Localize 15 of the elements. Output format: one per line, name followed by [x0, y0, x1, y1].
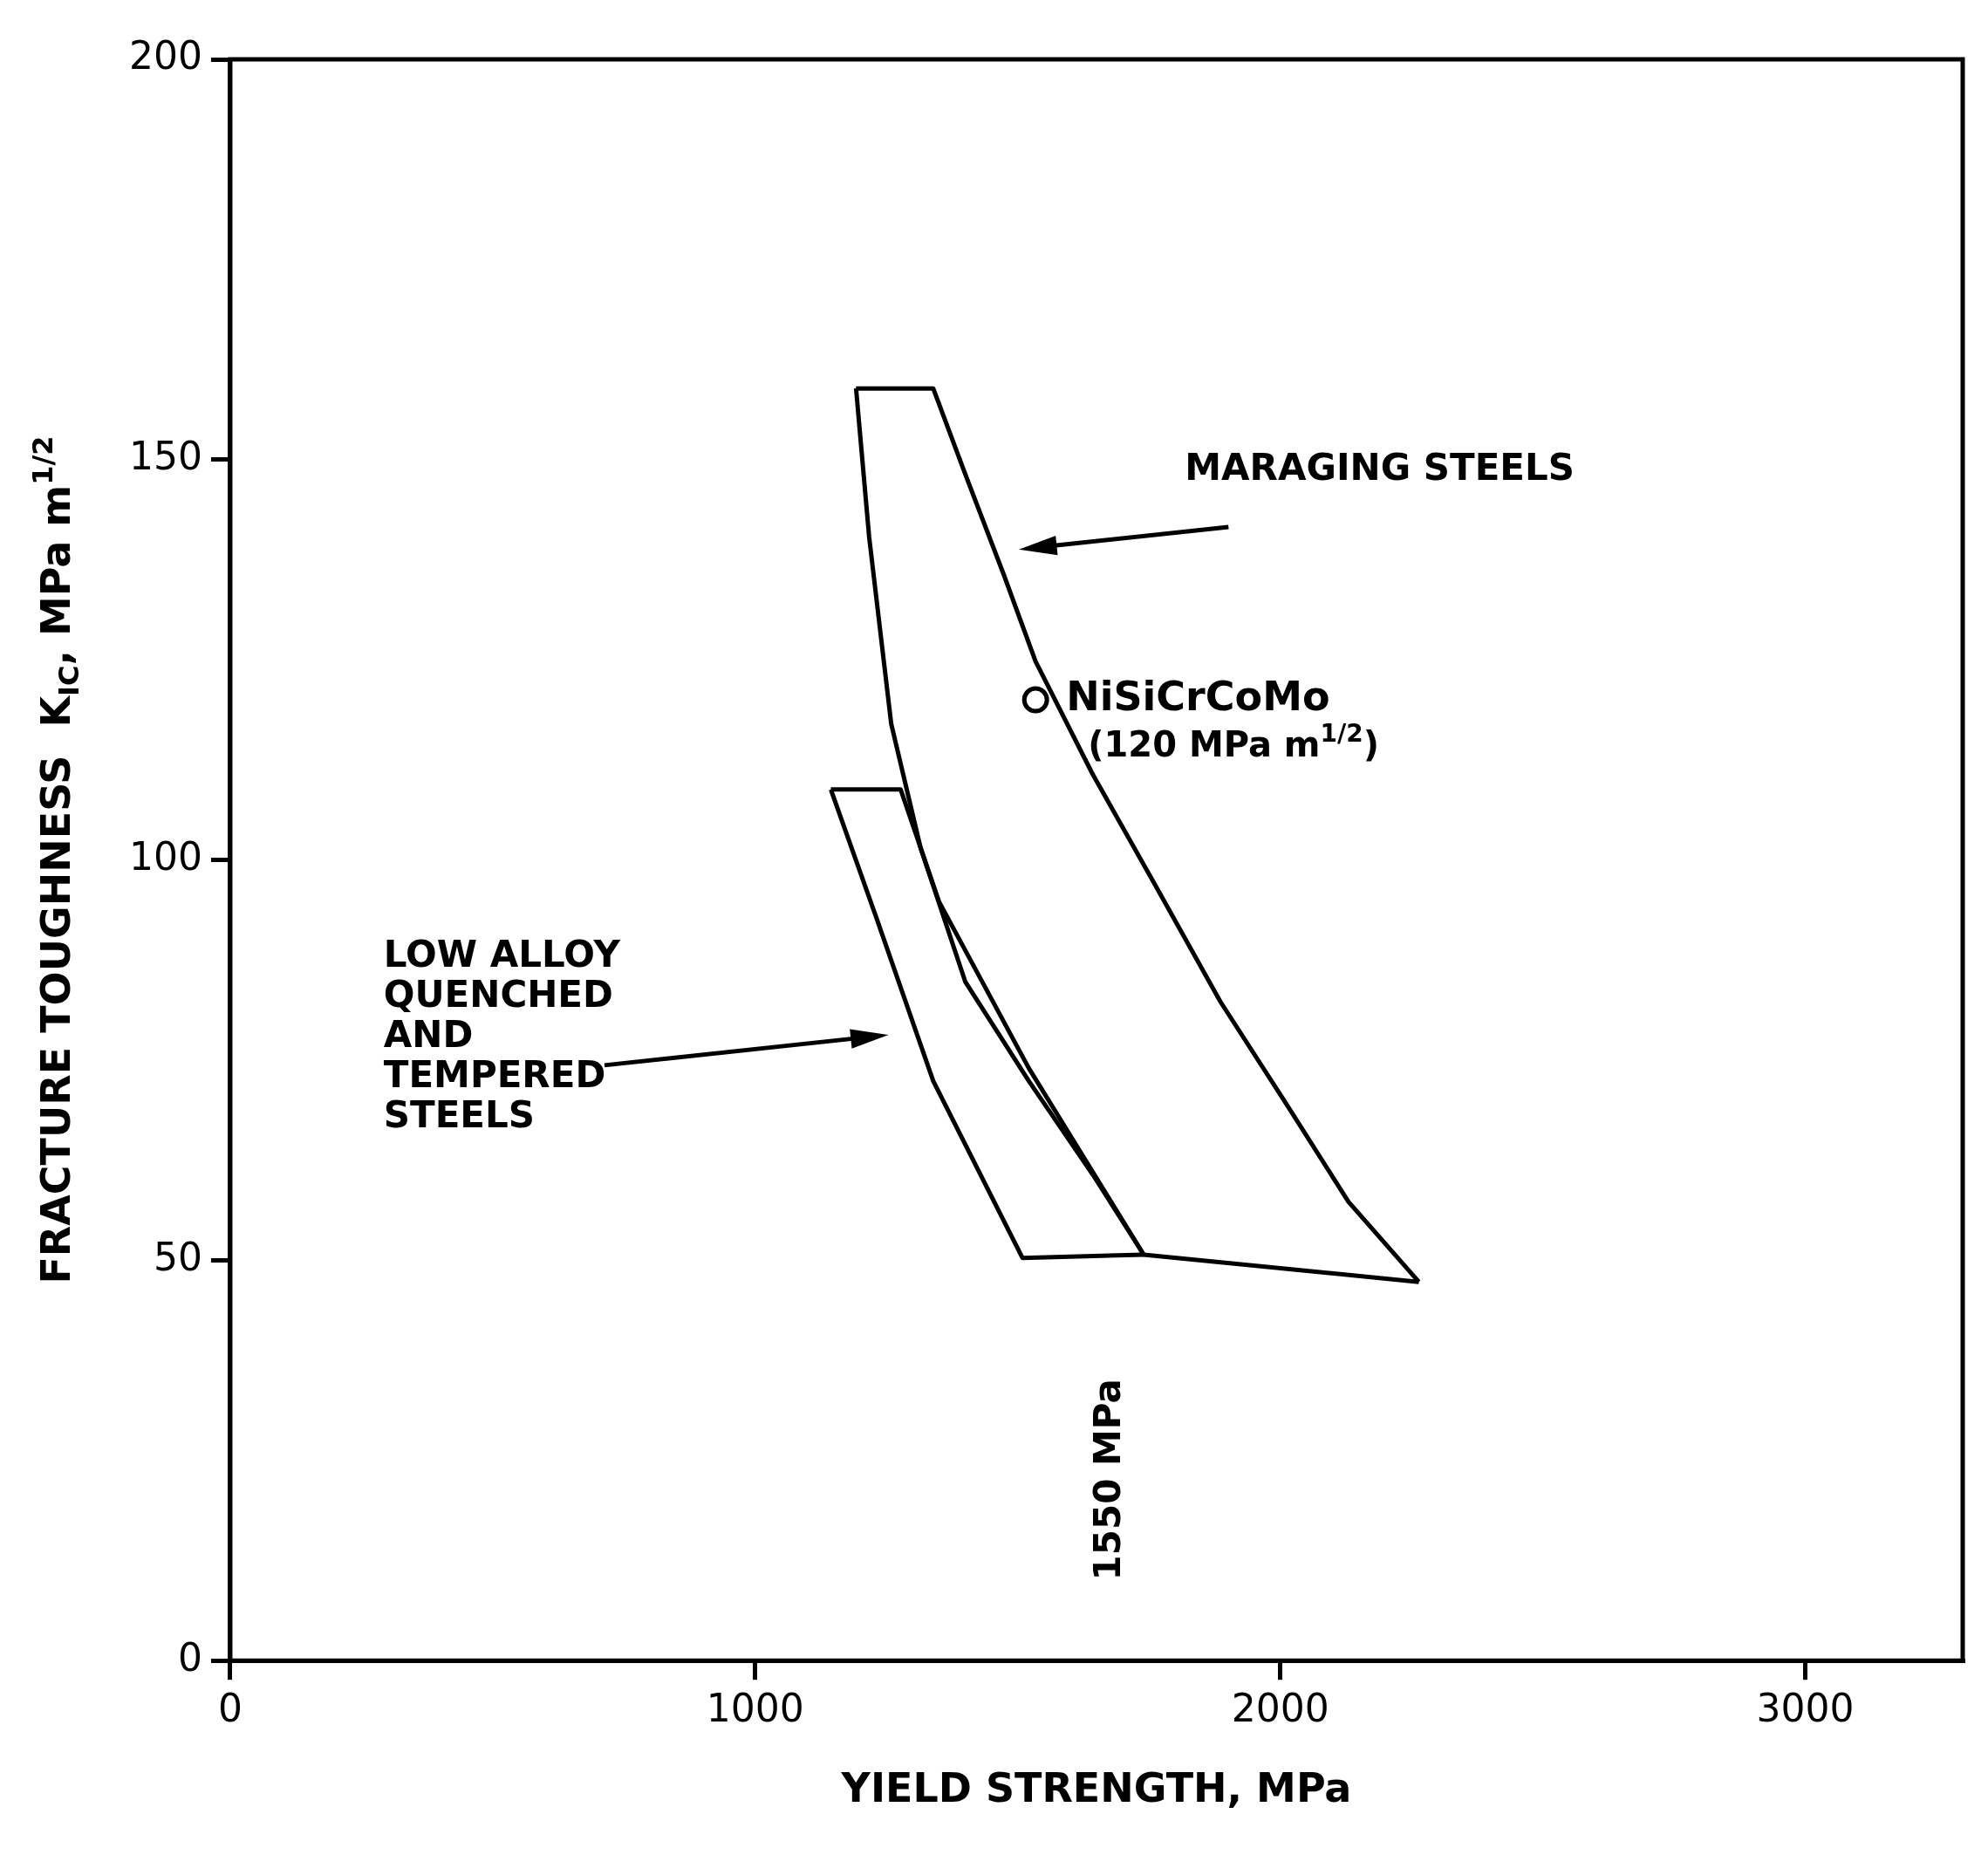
x-tick-label: 0: [217, 1686, 243, 1731]
y-tick-label: 50: [153, 1234, 202, 1279]
annotation: LOW ALLOY QUENCHED AND TEMPERED STEELS: [383, 932, 621, 1136]
y-tick-label: 200: [129, 33, 202, 79]
x-tick-label: 2000: [1231, 1686, 1329, 1731]
y-tick-label: 100: [129, 834, 202, 880]
y-axis-title: FRACTURE TOUGHNESS KIC, MPa m1/2: [26, 435, 86, 1284]
x-axis-title: YIELD STRENGTH, MPa: [840, 1763, 1352, 1811]
annotation: MARAGING STEELS: [1185, 445, 1575, 489]
annotation: 1550 MPa: [1085, 1379, 1129, 1581]
y-tick-label: 0: [177, 1634, 202, 1680]
x-tick-label: 1000: [706, 1686, 804, 1731]
x-tick-label: 3000: [1756, 1686, 1855, 1731]
series-label: NiSiCrCoMo: [1066, 673, 1330, 721]
y-tick-label: 150: [129, 434, 202, 479]
